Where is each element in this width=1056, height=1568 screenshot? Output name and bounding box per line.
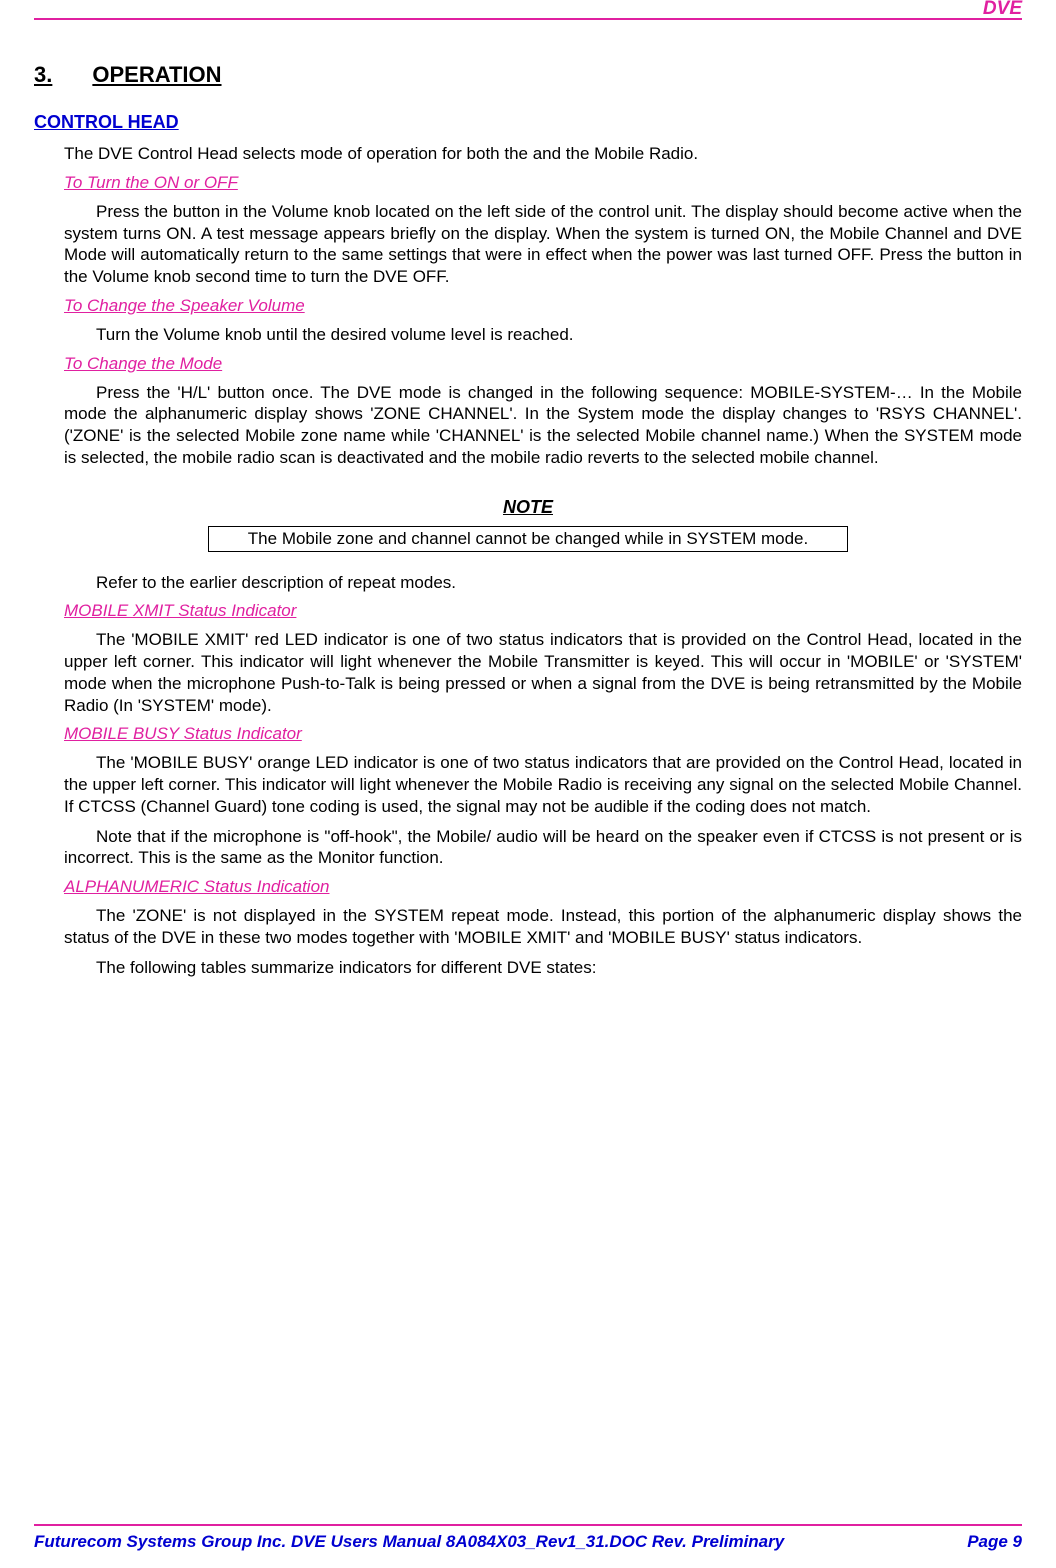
- heading-turn-on-off: To Turn the ON or OFF: [64, 173, 1022, 193]
- heading-change-mode: To Change the Mode: [64, 354, 1022, 374]
- note-title: NOTE: [34, 497, 1022, 518]
- footer-left: Futurecom Systems Group Inc. DVE Users M…: [34, 1532, 784, 1552]
- footer-page: Page 9: [967, 1532, 1022, 1552]
- section-number: 3.: [34, 62, 52, 87]
- section-heading: 3. OPERATION: [34, 62, 1022, 88]
- heading-alphanumeric: ALPHANUMERIC Status Indication: [64, 877, 1022, 897]
- para-refer: Refer to the earlier description of repe…: [64, 572, 1022, 594]
- heading-mobile-busy: MOBILE BUSY Status Indicator: [64, 724, 1022, 744]
- page-content: 3. OPERATION CONTROL HEAD The DVE Control…: [34, 0, 1022, 978]
- footer: Futurecom Systems Group Inc. DVE Users M…: [34, 1532, 1022, 1552]
- para-mode: Press the 'H/L' button once. The DVE mod…: [64, 382, 1022, 469]
- para-busy-2: Note that if the microphone is "off-hook…: [64, 826, 1022, 870]
- heading-speaker-volume: To Change the Speaker Volume: [64, 296, 1022, 316]
- section-title: OPERATION: [92, 62, 221, 87]
- header-product: DVE: [983, 0, 1022, 20]
- para-intro: The DVE Control Head selects mode of ope…: [64, 143, 1022, 165]
- footer-rule: [34, 1524, 1022, 1526]
- note-box: The Mobile zone and channel cannot be ch…: [208, 526, 848, 552]
- heading-control-head: CONTROL HEAD: [34, 112, 1022, 133]
- para-alpha-1: The 'ZONE' is not displayed in the SYSTE…: [64, 905, 1022, 949]
- para-turn: Press the button in the Volume knob loca…: [64, 201, 1022, 288]
- para-volume: Turn the Volume knob until the desired v…: [64, 324, 1022, 346]
- heading-mobile-xmit: MOBILE XMIT Status Indicator: [64, 601, 1022, 621]
- para-alpha-2: The following tables summarize indicator…: [64, 957, 1022, 979]
- para-xmit: The 'MOBILE XMIT' red LED indicator is o…: [64, 629, 1022, 716]
- para-busy-1: The 'MOBILE BUSY' orange LED indicator i…: [64, 752, 1022, 817]
- header-rule: [34, 18, 1022, 20]
